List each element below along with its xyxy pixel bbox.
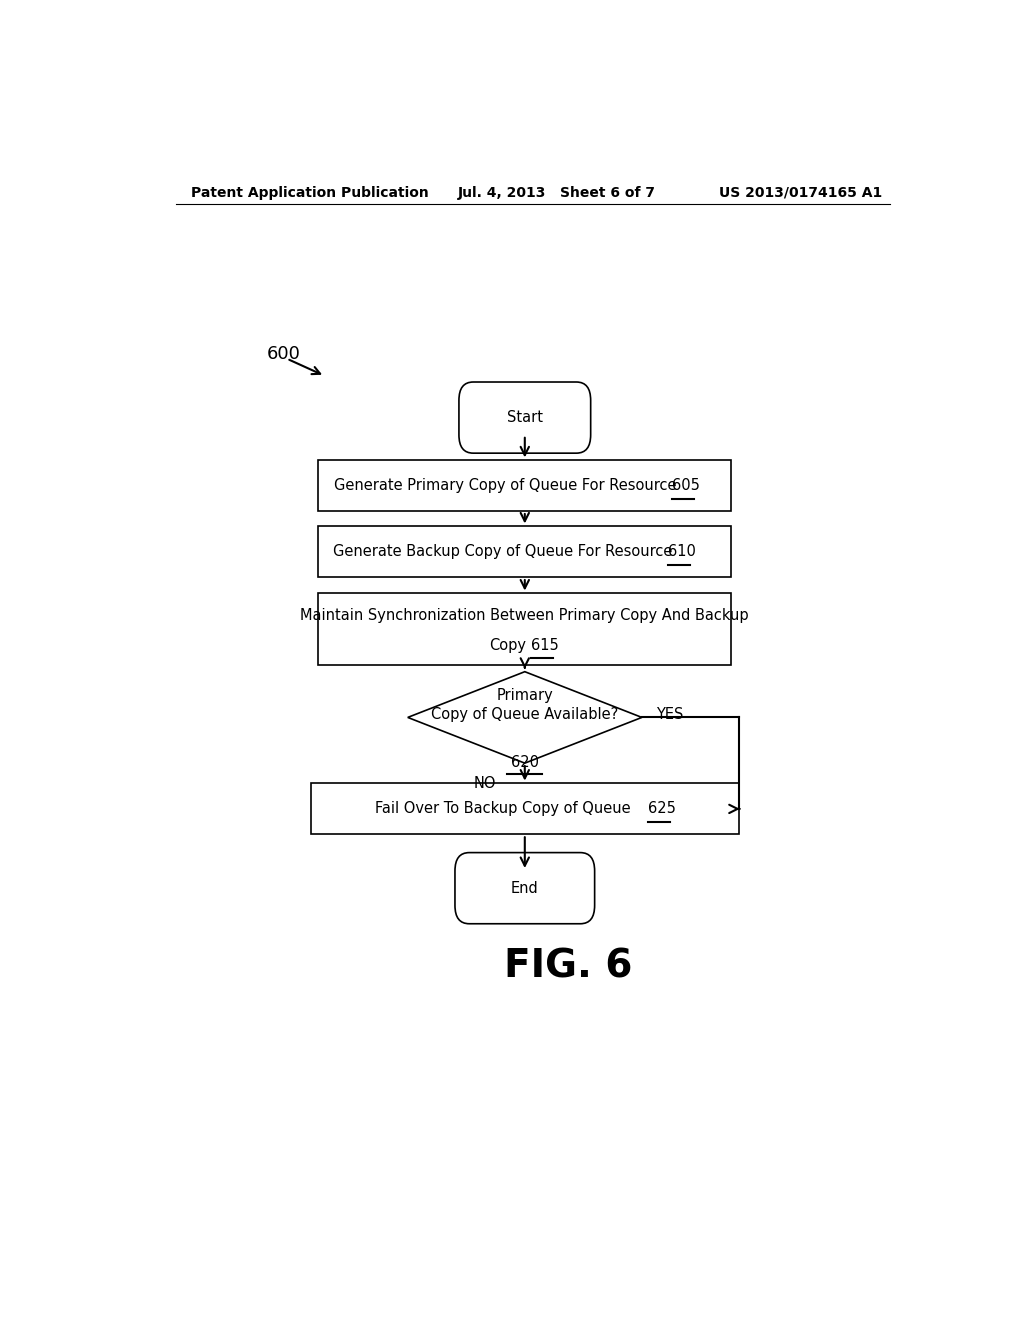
Text: Fail Over To Backup Copy of Queue: Fail Over To Backup Copy of Queue xyxy=(375,801,631,816)
Text: 605: 605 xyxy=(673,478,700,494)
Text: Primary
Copy of Queue Available?: Primary Copy of Queue Available? xyxy=(431,689,618,722)
Text: US 2013/0174165 A1: US 2013/0174165 A1 xyxy=(719,186,883,199)
Text: NO: NO xyxy=(473,776,496,791)
Bar xyxy=(318,527,731,577)
Text: FIG. 6: FIG. 6 xyxy=(504,948,633,986)
Text: 610: 610 xyxy=(668,544,695,560)
Text: 620: 620 xyxy=(511,755,539,770)
FancyBboxPatch shape xyxy=(455,853,595,924)
Text: 625: 625 xyxy=(648,801,676,816)
Text: Generate Primary Copy of Queue For Resource: Generate Primary Copy of Queue For Resou… xyxy=(334,478,676,494)
FancyBboxPatch shape xyxy=(459,381,591,453)
Bar xyxy=(310,784,739,834)
Text: Copy: Copy xyxy=(488,638,526,653)
Text: Maintain Synchronization Between Primary Copy And Backup: Maintain Synchronization Between Primary… xyxy=(300,609,750,623)
Text: Generate Backup Copy of Queue For Resource: Generate Backup Copy of Queue For Resour… xyxy=(333,544,673,560)
Bar xyxy=(318,461,731,511)
Text: Start: Start xyxy=(507,411,543,425)
Text: YES: YES xyxy=(656,708,683,722)
Text: Jul. 4, 2013   Sheet 6 of 7: Jul. 4, 2013 Sheet 6 of 7 xyxy=(458,186,655,199)
Text: Patent Application Publication: Patent Application Publication xyxy=(191,186,429,199)
Text: 615: 615 xyxy=(531,638,559,653)
Bar xyxy=(318,594,731,664)
Text: 600: 600 xyxy=(267,345,301,363)
Text: End: End xyxy=(511,880,539,896)
